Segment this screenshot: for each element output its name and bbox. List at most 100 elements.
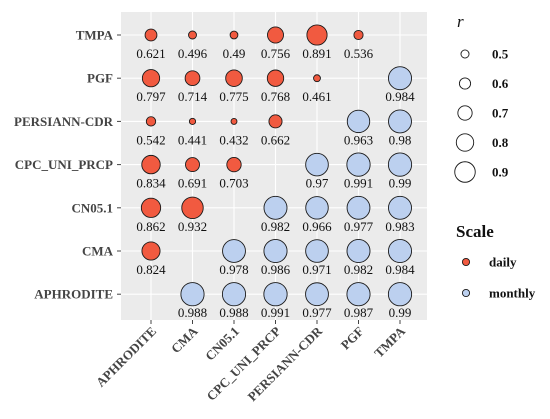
data-label: 0.461 [302, 89, 331, 104]
data-label: 0.977 [302, 305, 332, 320]
bubble-monthly [387, 282, 413, 307]
bubble-daily [181, 196, 204, 219]
bubble-monthly [346, 282, 371, 307]
color-legend-key [461, 257, 471, 267]
bubble-monthly [263, 282, 288, 307]
bubble-monthly [388, 195, 412, 220]
size-legend-key [454, 161, 476, 183]
bubble-daily [184, 70, 201, 87]
data-label: 0.49 [223, 46, 246, 61]
data-label: 0.988 [178, 305, 207, 320]
data-label: 0.977 [344, 219, 374, 234]
bubble-monthly [388, 109, 412, 134]
bubble-monthly [305, 239, 329, 263]
bubble-monthly [346, 152, 371, 177]
data-label: 0.824 [136, 262, 166, 277]
size-legend-label: 0.7 [492, 106, 509, 121]
data-label: 0.542 [136, 132, 165, 147]
data-label: 0.536 [344, 46, 374, 61]
size-legend-key [455, 133, 475, 152]
size-legend-title: r [457, 12, 464, 31]
bubble-daily [140, 197, 162, 218]
data-label: 0.982 [261, 219, 290, 234]
color-legend: Scale daily monthly [456, 222, 536, 301]
data-label: 0.703 [219, 176, 248, 191]
data-label: 0.432 [219, 132, 248, 147]
bubble-monthly [180, 282, 205, 307]
data-label: 0.963 [344, 132, 373, 147]
bubble-monthly [346, 239, 371, 263]
data-label: 0.99 [389, 305, 412, 320]
bubble-monthly [387, 66, 413, 91]
data-label: 0.97 [306, 176, 329, 191]
bubble-daily [141, 69, 161, 88]
bubble-daily [185, 157, 200, 173]
data-label: 0.891 [302, 46, 331, 61]
data-label: 0.98 [389, 132, 412, 147]
size-legend-label: 0.5 [492, 47, 509, 62]
data-label: 0.691 [178, 176, 207, 191]
size-legend-label: 0.6 [492, 76, 509, 91]
data-label: 0.978 [219, 262, 248, 277]
data-label: 0.756 [261, 46, 291, 61]
data-label: 0.984 [385, 262, 415, 277]
data-label: 0.862 [136, 219, 165, 234]
data-label: 0.991 [261, 305, 290, 320]
data-label: 0.797 [136, 89, 166, 104]
data-label: 0.984 [385, 89, 415, 104]
bubble-monthly [263, 238, 288, 264]
color-legend-label: monthly [489, 286, 536, 301]
y-axis-ticks: APHRODITE CMA CN05.1 CPC_UNI_PRCP PERSIANN-C… [14, 28, 121, 302]
data-label: 0.971 [302, 262, 331, 277]
bubble-monthly [387, 238, 413, 264]
data-label: 0.983 [385, 219, 414, 234]
data-label: 0.496 [178, 46, 208, 61]
data-label: 0.768 [261, 89, 290, 104]
size-legend-label: 0.9 [492, 165, 509, 180]
size-legend: r 0.5 0.6 0.7 0.8 0.9 [454, 12, 509, 183]
data-label: 0.988 [219, 305, 248, 320]
data-label: 0.662 [261, 132, 290, 147]
size-legend-key [458, 77, 472, 90]
bubble-daily [226, 156, 242, 173]
bubble-daily [306, 24, 328, 46]
data-label: 0.966 [302, 219, 332, 234]
color-legend-label: daily [489, 255, 517, 270]
bubble-monthly [221, 282, 247, 307]
bubble-daily [141, 241, 161, 261]
bubble-daily [267, 26, 284, 44]
data-label: 0.987 [344, 305, 374, 320]
y-tick-label: CPC_UNI_PRCP [15, 157, 113, 172]
bubble-monthly [305, 282, 329, 307]
bubble-monthly [387, 152, 413, 177]
data-points [140, 24, 413, 307]
bubble-daily [144, 28, 158, 42]
color-legend-title: Scale [456, 222, 494, 241]
data-label: 0.441 [178, 132, 207, 147]
data-label: 0.986 [261, 262, 291, 277]
data-label: 0.834 [136, 176, 166, 191]
bubble-daily [188, 117, 197, 125]
bubble-monthly [346, 195, 371, 220]
size-legend-key [460, 49, 470, 59]
bubble-monthly [263, 195, 288, 220]
y-tick-label: TMPA [76, 28, 114, 43]
data-label: 0.982 [344, 262, 373, 277]
data-labels: 0.621 0.496 0.49 0.756 0.891 0.536 0.797 0.714 0… [136, 46, 415, 320]
bubble-daily [225, 69, 243, 87]
data-label: 0.932 [178, 219, 207, 234]
color-legend-key [461, 288, 471, 298]
data-label: 0.714 [178, 89, 208, 104]
data-label: 0.775 [219, 89, 248, 104]
bubble-daily [145, 116, 157, 127]
bubble-monthly [305, 196, 329, 220]
y-tick-label: PERSIANN-CDR [14, 114, 114, 129]
bubble-daily [313, 74, 321, 83]
bubble-daily [353, 29, 364, 41]
data-label: 0.991 [344, 176, 373, 191]
bubble-daily [268, 114, 283, 129]
data-label: 0.99 [389, 176, 412, 191]
bubble-daily [230, 117, 238, 125]
y-tick-label: CMA [82, 244, 114, 259]
